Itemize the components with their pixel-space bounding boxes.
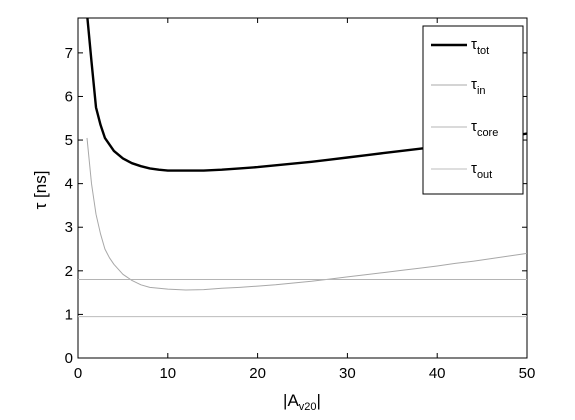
legend-label-in: τin	[471, 76, 486, 97]
y-tick-label: 4	[65, 176, 73, 193]
x-tick-label: 30	[339, 365, 356, 382]
y-tick-label: 7	[65, 45, 73, 62]
y-tick-label: 0	[65, 350, 73, 367]
y-tick-label: 1	[65, 306, 73, 323]
x-tick-label: 10	[159, 365, 176, 382]
legend-box	[422, 25, 524, 195]
y-tick-label: 2	[65, 263, 73, 280]
axis-tick-labels: 0 10 20 30 40 50 0 1 2 3 4 5 6 7	[65, 45, 536, 382]
y-tick-label: 6	[65, 88, 73, 105]
y-tick-label: 5	[65, 132, 73, 149]
x-tick-label: 0	[74, 365, 82, 382]
legend-label-tot: τtot	[471, 36, 489, 57]
x-tick-label: 40	[429, 365, 446, 382]
axis-ticks	[77, 18, 528, 359]
x-axis-label: |Av20|	[283, 391, 321, 413]
series-line-in	[86, 137, 527, 291]
legend-label-core: τcore	[471, 118, 498, 139]
x-tick-label: 50	[519, 365, 536, 382]
legend-label-out: τout	[471, 160, 492, 181]
legend: τtot τin τcore τout	[422, 25, 524, 195]
x-tick-label: 20	[249, 365, 266, 382]
y-axis-label: τ [ns]	[31, 171, 50, 210]
y-tick-label: 3	[65, 219, 73, 236]
